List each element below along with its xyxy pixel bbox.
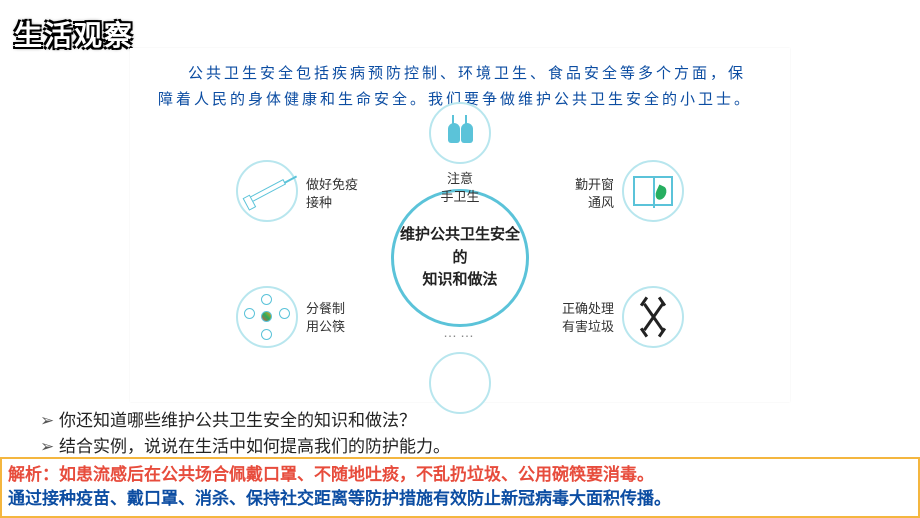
bullet-list: 你还知道哪些维护公共卫生安全的知识和做法？ 结合实例，说说在生活中如何提高我们的… bbox=[40, 408, 450, 461]
analysis-line2: 通过接种疫苗、戴口罩、消杀、保持社交距离等防护措施有效防止新冠病毒大面积传播。 bbox=[8, 489, 671, 508]
node-hand-hygiene-icon bbox=[429, 102, 491, 164]
center-text: 维护公共卫生安全的 知识和做法 bbox=[394, 224, 526, 292]
node-vaccinate-label: 做好免疫 接种 bbox=[306, 176, 376, 211]
node-ventilate-icon bbox=[622, 160, 684, 222]
node-empty-label: …… bbox=[430, 324, 490, 340]
analysis-label: 解析： bbox=[8, 465, 59, 484]
node-chopsticks-icon bbox=[236, 286, 298, 348]
node-ventilate-label: 勤开窗 通风 bbox=[544, 176, 614, 211]
center-line2: 知识和做法 bbox=[422, 271, 497, 288]
node-waste-icon bbox=[622, 286, 684, 348]
diagram: 维护公共卫生安全的 知识和做法 注意 手卫生 做好免疫 接种 勤开窗 通风 bbox=[130, 118, 790, 398]
node-hand-hygiene-label: 注意 手卫生 bbox=[430, 170, 490, 205]
node-chopsticks-label: 分餐制 用公筷 bbox=[306, 300, 376, 335]
bullet-1: 你还知道哪些维护公共卫生安全的知识和做法？ bbox=[40, 408, 450, 434]
slide-title: 生活观察 bbox=[14, 14, 134, 54]
illustration-panel: 公共卫生安全包括疾病预防控制、环境卫生、食品安全等多个方面，保障着人民的身体健康… bbox=[130, 48, 790, 402]
center-line1: 维护公共卫生安全的 bbox=[400, 226, 520, 266]
node-waste-label: 正确处理 有害垃圾 bbox=[544, 300, 614, 335]
node-empty-icon bbox=[429, 352, 491, 414]
analysis-line1: 如患流感后在公共场合佩戴口罩、不随地吐痰，不乱扔垃圾、公用碗筷要消毒。 bbox=[59, 465, 654, 484]
node-vaccinate-icon bbox=[236, 160, 298, 222]
center-circle: 维护公共卫生安全的 知识和做法 bbox=[391, 189, 529, 327]
analysis-text: 解析：如患流感后在公共场合佩戴口罩、不随地吐痰，不乱扔垃圾、公用碗筷要消毒。 通… bbox=[8, 463, 912, 512]
analysis-box: 解析：如患流感后在公共场合佩戴口罩、不随地吐痰，不乱扔垃圾、公用碗筷要消毒。 通… bbox=[0, 457, 920, 518]
